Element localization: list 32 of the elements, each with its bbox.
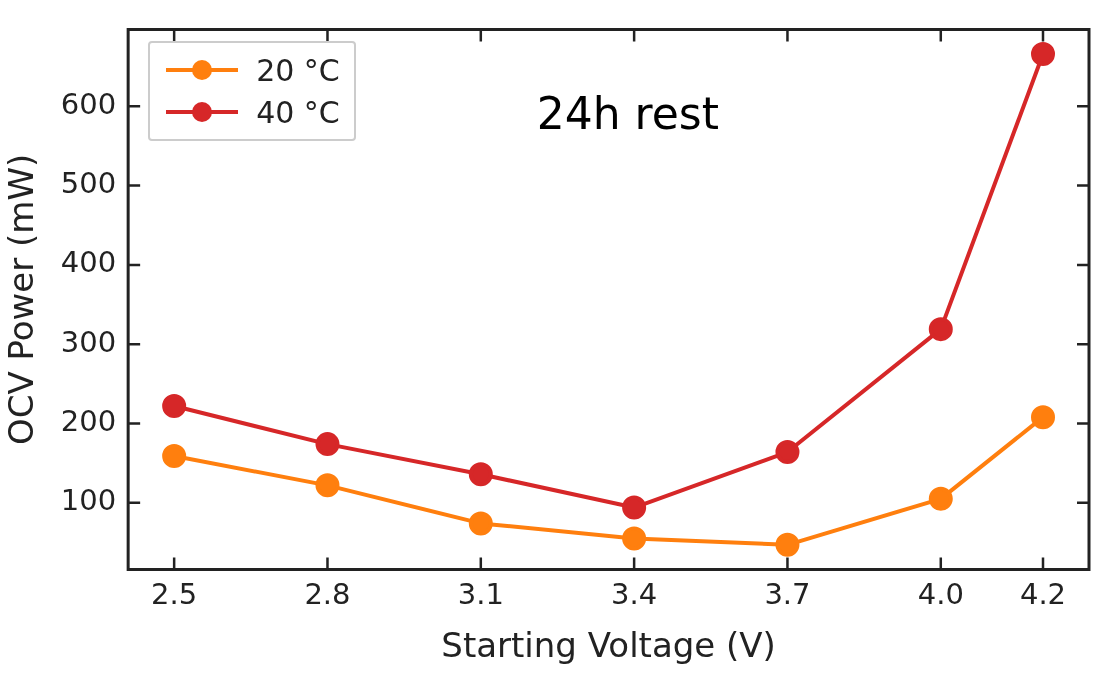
point: [162, 444, 187, 469]
point: [315, 432, 340, 457]
y-tick-label: 500: [60, 166, 117, 201]
point: [928, 317, 953, 342]
x-tick-label: 4.2: [1019, 577, 1067, 612]
point: [622, 495, 647, 520]
point: [775, 440, 800, 465]
point: [622, 526, 647, 551]
x-axis-title: Starting Voltage (V): [441, 625, 776, 666]
x-tick-label: 3.1: [457, 577, 504, 612]
point: [468, 511, 493, 536]
x-tick-label: 3.7: [764, 577, 811, 612]
legend-label: 20 °C: [256, 52, 340, 88]
legend-label: 40 °C: [256, 94, 340, 130]
x-tick-label: 2.5: [151, 577, 198, 612]
point: [162, 394, 187, 419]
annotation: 24h rest: [536, 87, 719, 139]
x-tick-label: 4.0: [917, 577, 964, 612]
point: [1031, 41, 1055, 66]
point: [775, 532, 800, 557]
point: [1031, 405, 1055, 430]
point: [315, 473, 340, 498]
point: [468, 462, 493, 487]
y-tick-label: 200: [60, 404, 117, 439]
y-tick-label: 400: [60, 245, 117, 280]
y-tick-label: 600: [60, 86, 117, 121]
y-tick-label: 300: [60, 324, 117, 359]
x-tick-label: 2.8: [304, 577, 351, 612]
x-tick-label: 3.4: [611, 577, 658, 612]
y-tick-label: 100: [60, 483, 117, 518]
y-axis-title: OCV Power (mW): [1, 153, 42, 446]
point: [928, 486, 953, 511]
